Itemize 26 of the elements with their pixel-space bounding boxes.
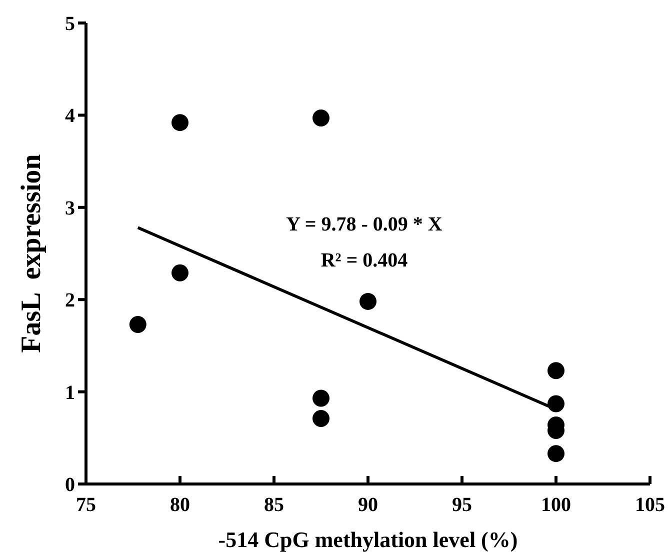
y-tick-label: 3 xyxy=(65,197,75,220)
point xyxy=(312,410,330,428)
x-tick-label: 100 xyxy=(541,494,571,516)
x-tick-label: 95 xyxy=(452,494,472,516)
point xyxy=(360,292,376,310)
point xyxy=(312,109,330,126)
y-axis-title: FasL expression xyxy=(16,154,47,353)
y-tick-label: 4 xyxy=(65,105,75,128)
x-axis-title: -514 CpG methylation level (%) xyxy=(218,527,518,552)
annotation: R² = 0.404 xyxy=(320,249,408,272)
x-tick-label: 105 xyxy=(635,494,665,516)
x-tick-label: 85 xyxy=(264,494,284,516)
point xyxy=(548,445,564,462)
point xyxy=(548,362,564,380)
x-tick-label: 90 xyxy=(358,494,378,516)
y-tick-label: 0 xyxy=(65,474,75,496)
x-tick-label: 75 xyxy=(76,494,96,516)
point xyxy=(312,390,330,407)
annotation: Y = 9.78 - 0.09 * X xyxy=(286,213,443,236)
x-tick-label: 80 xyxy=(170,494,190,516)
point xyxy=(129,316,146,333)
point xyxy=(172,264,188,282)
point xyxy=(172,114,188,132)
y-tick-label: 2 xyxy=(65,290,75,312)
y-tick-label: 5 xyxy=(65,13,75,35)
y-tick-label: 1 xyxy=(65,382,75,404)
